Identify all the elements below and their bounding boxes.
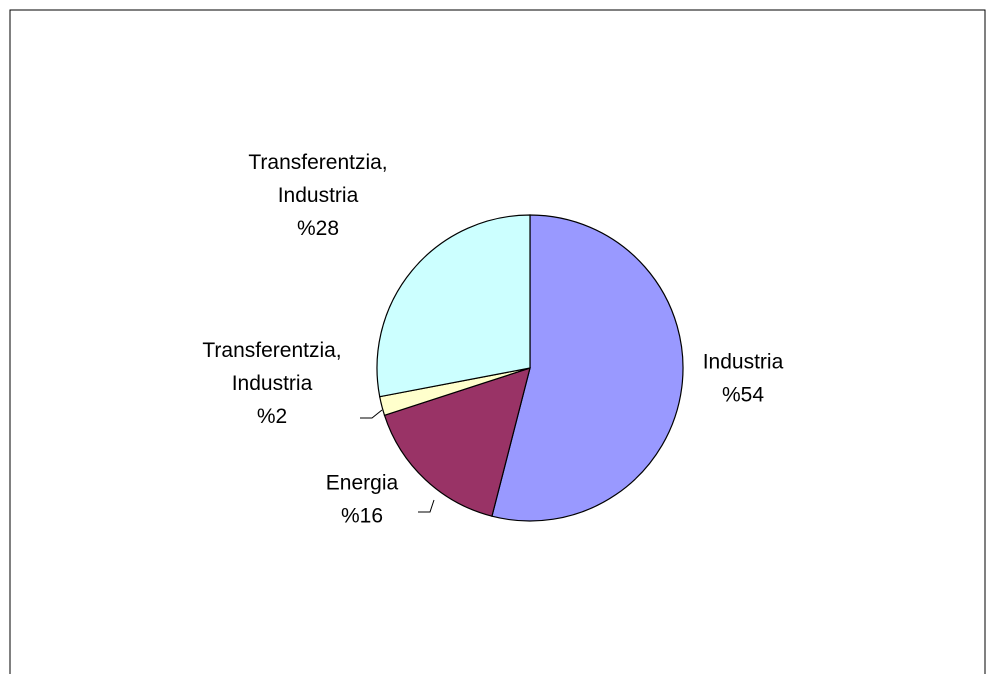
- slice-label-0: Industria %54: [703, 351, 784, 407]
- slice-label-3: Transferentzia, Industria %28: [248, 151, 387, 240]
- slice-label-2: Transferentzia, Industria %2: [202, 339, 341, 428]
- pie-slice-0: [491, 214, 684, 522]
- pie-slice-3: [376, 214, 531, 398]
- slice-labels: Industria %54 Energia %16 Transferentzia, Ind…: [202, 151, 783, 528]
- pie-slice-1: [383, 367, 531, 517]
- slice-label-line: %28: [297, 217, 339, 240]
- slice-label-line: Industria: [232, 372, 313, 395]
- slice-label-line: Transferentzia,: [248, 151, 387, 174]
- slice-label-line: %2: [257, 405, 287, 428]
- slice-label-line: Industria: [278, 184, 359, 207]
- leader-line-2: [360, 409, 383, 419]
- slice-label-line: Industria: [703, 351, 784, 374]
- pie-slices: [376, 214, 684, 522]
- slice-label-line: %16: [341, 505, 383, 528]
- slice-label-line: Energia: [326, 472, 399, 495]
- chart-frame: [9, 9, 986, 674]
- slice-label-line: Transferentzia,: [202, 339, 341, 362]
- leader-line-1: [418, 499, 435, 513]
- label-leader-lines: [360, 409, 435, 513]
- slice-label-1: Energia %16: [326, 472, 399, 528]
- slice-label-line: %54: [722, 384, 764, 407]
